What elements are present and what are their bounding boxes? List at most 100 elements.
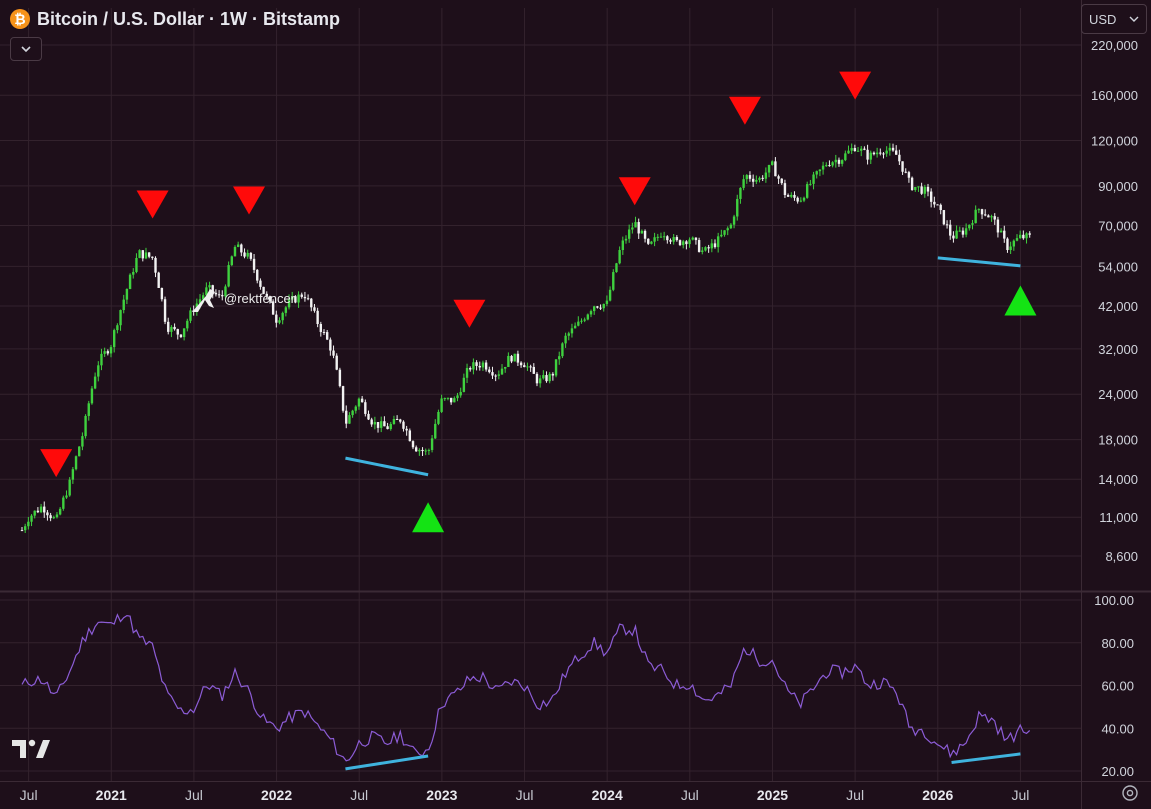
candle <box>551 373 555 376</box>
rsi-tick-label: 60.00 <box>1101 679 1134 694</box>
time-tick-label: Jul <box>20 787 38 803</box>
candle <box>49 515 52 519</box>
sell-signal-marker <box>839 71 872 100</box>
time-tick-label: Jul <box>681 787 699 803</box>
candle <box>93 376 97 389</box>
candle <box>879 152 882 154</box>
candle <box>189 310 192 321</box>
candle <box>548 373 551 382</box>
candle <box>135 257 138 272</box>
candle <box>214 292 218 295</box>
candle <box>844 153 847 161</box>
candle <box>198 299 202 304</box>
rsi-divergence-line <box>345 754 429 771</box>
candle <box>163 299 167 322</box>
candle <box>802 197 806 201</box>
candle <box>103 351 106 354</box>
candle <box>640 230 644 234</box>
gear-icon[interactable] <box>1120 783 1140 803</box>
candle <box>303 296 307 299</box>
candle <box>847 150 850 154</box>
candle <box>472 362 475 370</box>
watermark-annotation: @rektfencer <box>192 289 296 312</box>
candle <box>456 395 459 399</box>
candle <box>453 398 456 403</box>
candlestick-series <box>20 143 1031 534</box>
candle <box>996 219 1000 233</box>
candle <box>132 271 135 275</box>
candle <box>723 230 726 235</box>
candle <box>780 178 783 184</box>
candle <box>154 257 157 273</box>
bitcoin-icon: ₿ <box>10 9 30 29</box>
candle <box>348 415 351 424</box>
candle <box>345 410 348 424</box>
rsi-tick-label: 100.00 <box>1094 593 1134 608</box>
price-divergence-line <box>937 256 1021 268</box>
candle <box>866 149 869 160</box>
candle <box>809 183 812 185</box>
candle <box>380 421 383 428</box>
candle <box>500 368 504 375</box>
currency-select[interactable]: USD <box>1081 4 1147 34</box>
candle <box>408 430 412 442</box>
candle <box>39 506 43 513</box>
candle <box>488 369 491 373</box>
candle <box>341 386 345 411</box>
candle <box>376 422 380 428</box>
candle <box>144 252 148 259</box>
candle <box>367 413 370 420</box>
candle <box>167 321 170 332</box>
candle <box>1025 233 1028 239</box>
candle <box>653 237 656 242</box>
candle <box>186 320 189 329</box>
candle <box>440 398 443 412</box>
candle <box>30 515 33 522</box>
candle <box>252 258 256 270</box>
divergence-lines <box>345 256 1021 771</box>
price-tick-label: 11,000 <box>1099 510 1138 525</box>
candle <box>573 325 577 329</box>
time-tick-label: Jul <box>516 787 534 803</box>
candle <box>507 355 510 367</box>
candle <box>678 240 682 246</box>
candle <box>669 240 672 242</box>
candle <box>926 186 930 192</box>
candle <box>704 247 707 251</box>
candle <box>984 214 987 216</box>
candle <box>1018 234 1022 239</box>
candle <box>65 495 68 498</box>
candle <box>977 209 981 211</box>
candle <box>147 252 151 257</box>
candle <box>338 369 342 387</box>
candle <box>236 244 240 247</box>
candle <box>621 240 625 251</box>
candle <box>392 419 396 424</box>
candle <box>945 224 949 226</box>
candle <box>405 428 408 431</box>
candle <box>688 239 691 245</box>
candle <box>52 517 55 519</box>
candle <box>386 426 389 430</box>
candle <box>329 339 332 351</box>
candle <box>767 164 771 173</box>
candle <box>586 314 590 320</box>
time-tick-label: 2022 <box>261 787 292 803</box>
candle <box>955 230 958 239</box>
candle <box>62 497 65 509</box>
candle <box>755 179 758 182</box>
candle <box>227 265 230 287</box>
tradingview-logo[interactable] <box>12 738 50 760</box>
candle <box>758 177 761 180</box>
candle <box>949 224 952 236</box>
candle <box>894 150 898 155</box>
candle <box>20 530 24 532</box>
candle <box>682 241 685 246</box>
candle <box>710 243 714 249</box>
collapse-legend-button[interactable] <box>10 37 42 61</box>
sell-signal-marker <box>136 190 169 219</box>
candle <box>542 375 545 379</box>
signal-markers <box>40 71 1037 533</box>
buy-signal-marker <box>412 502 445 533</box>
